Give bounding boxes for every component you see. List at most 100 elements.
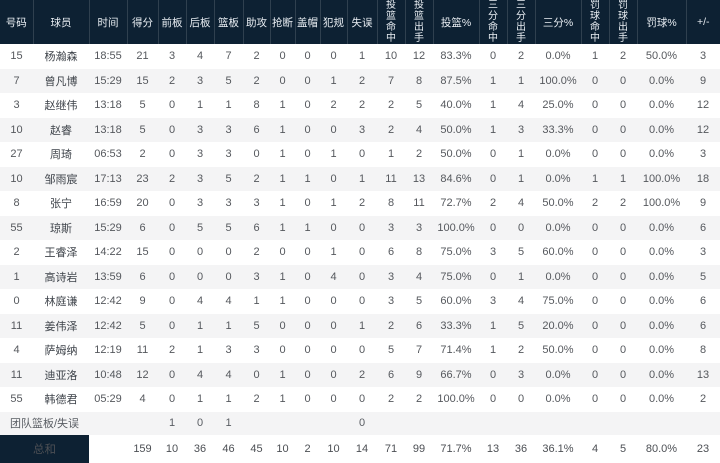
total-stat-cell-oreb: 10: [165, 442, 179, 455]
stat-cell-number: 2: [13, 246, 20, 259]
stat-cell-oreb: 2: [168, 74, 176, 87]
player-name-cell: 周琦: [50, 149, 72, 162]
stat-cell-tpp: 50.0%: [542, 197, 574, 210]
stat-cell-fta: 0: [619, 99, 627, 112]
stat-cell-time: 05:29: [94, 393, 122, 406]
stat-cell-tpa: 4: [517, 295, 525, 308]
stat-cell-tpp: 0.0%: [545, 368, 571, 381]
stat-cell-ftm: 0: [591, 99, 599, 112]
stat-cell-tpp: 0.0%: [545, 221, 571, 234]
team-stat-cell-to: 0: [358, 417, 366, 429]
stat-cell-blk: 1: [304, 221, 311, 234]
stat-cell-pm: 9: [699, 74, 707, 87]
stat-cell-tpm: 0: [489, 50, 497, 63]
stat-cell-fgm: 1: [387, 148, 395, 161]
stat-cell-oreb: 0: [168, 319, 176, 332]
stat-cell-to: 3: [358, 123, 366, 136]
stat-cell-oreb: 0: [168, 393, 176, 406]
col-header-fta: 罚球出手: [608, 0, 637, 44]
stat-cell-stl: 1: [279, 295, 286, 308]
player-name-cell: 曾凡博: [44, 75, 78, 88]
player-name-cell: 张宁: [50, 198, 72, 211]
stat-cell-to: 0: [358, 344, 366, 357]
stat-cell-time: 15:29: [94, 74, 122, 87]
stat-cell-dreb: 0: [196, 270, 204, 283]
col-header-pm: +/-: [685, 0, 720, 44]
player-row: 3 赵继伟 13:18 5 0 1 1 8 1 0 2 2 2 5 40.0% 1 4 25.0% 0 0 0.0% 12: [0, 93, 720, 118]
stat-cell-reb: 5: [225, 74, 232, 87]
stat-cell-to: 0: [358, 221, 366, 234]
stat-cell-stl: 1: [279, 123, 286, 136]
stat-cell-dreb: 3: [196, 74, 204, 87]
stat-cell-pf: 0: [330, 221, 337, 234]
col-header-label: 投篮出手: [414, 0, 424, 44]
stat-cell-ftm: 1: [591, 50, 599, 63]
stat-cell-points: 6: [139, 221, 146, 234]
total-stat-cell-tpp: 36.1%: [542, 442, 574, 455]
stat-cell-fta: 2: [619, 197, 627, 210]
stat-cell-number: 0: [13, 295, 20, 308]
stat-cell-fga: 13: [412, 172, 426, 185]
stat-cell-tpa: 0: [517, 221, 525, 234]
player-name-cell: 杨瀚森: [44, 51, 78, 64]
stat-cell-reb: 3: [225, 344, 232, 357]
stat-cell-fga: 4: [415, 270, 423, 283]
stat-cell-blk: 0: [304, 123, 311, 136]
col-header-label: 犯规: [323, 16, 344, 29]
stat-cell-fgm: 8: [387, 197, 395, 210]
stat-cell-oreb: 0: [168, 197, 176, 210]
stat-cell-ftm: 0: [591, 319, 599, 332]
stat-cell-fgp: 60.0%: [440, 295, 472, 308]
player-row: 0 林庭谦 12:42 9 0 4 4 1 1 0 0 0 3 5 60.0% 3 4 75.0% 0 0 0.0% 6: [0, 289, 720, 314]
stat-cell-fga: 7: [415, 344, 423, 357]
player-row: 4 萨姆纳 12:19 11 2 1 3 3 0 0 0 0 5 7 71.4% 1 2 50.0% 0 0 0.0% 8: [0, 338, 720, 363]
stat-cell-points: 5: [139, 319, 146, 332]
stat-cell-pm: 3: [699, 246, 707, 259]
col-header-pf: 犯规: [319, 0, 347, 44]
stat-cell-tpm: 1: [489, 74, 497, 87]
stat-cell-pf: 0: [330, 393, 337, 406]
stat-cell-to: 0: [358, 246, 366, 259]
stat-cell-tpm: 0: [489, 148, 497, 161]
stat-cell-fga: 8: [415, 74, 423, 87]
player-name-cell: 邹雨宸: [44, 173, 78, 186]
stat-cell-fgm: 7: [387, 74, 395, 87]
player-name-cell: 韩德君: [44, 394, 78, 407]
stat-cell-fga: 9: [415, 368, 423, 381]
stat-cell-number: 55: [10, 393, 23, 406]
stat-cell-to: 2: [358, 99, 366, 112]
col-header-label: 三分%: [542, 16, 574, 29]
total-stat-cell-pf: 10: [327, 442, 340, 455]
stat-cell-tpm: 1: [489, 344, 497, 357]
stat-cell-pm: 8: [699, 344, 707, 357]
stat-cell-ast: 2: [253, 393, 260, 406]
col-header-fga: 投篮出手: [404, 0, 433, 44]
stat-cell-time: 12:42: [94, 295, 122, 308]
stat-cell-pf: 2: [330, 99, 337, 112]
stat-cell-to: 2: [358, 197, 366, 210]
col-header-label: 号码: [5, 16, 27, 29]
stat-cell-ast: 3: [253, 197, 260, 210]
stat-cell-fgm: 2: [387, 99, 395, 112]
stat-cell-fgm: 11: [385, 172, 397, 185]
stat-cell-fgp: 100.0%: [437, 393, 475, 406]
stat-cell-reb: 3: [225, 197, 232, 210]
stat-cell-pm: 6: [699, 221, 707, 234]
totals-row-label: 总和: [0, 434, 89, 463]
col-header-oreb: 前板: [157, 0, 186, 44]
stat-cell-stl: 1: [279, 221, 286, 234]
team-stat-cell-ftp: [637, 412, 686, 435]
stat-cell-fgm: 10: [384, 50, 398, 63]
stat-cell-points: 5: [139, 123, 146, 136]
stat-cell-blk: 0: [304, 246, 311, 259]
stat-cell-blk: 0: [304, 319, 311, 332]
stat-cell-ftp: 0.0%: [648, 148, 675, 161]
stat-cell-reb: 1: [225, 393, 232, 406]
totals-row: 总和 159 10 36 46 45 10 2 10 14 71 99 71.7% 13 36 36.1% 4 5…: [0, 434, 720, 463]
stat-cell-ast: 3: [253, 270, 260, 283]
col-header-label: 盖帽: [297, 16, 318, 29]
stat-cell-number: 27: [10, 148, 23, 161]
stat-cell-to: 2: [358, 74, 366, 87]
stat-cell-pm: 6: [699, 319, 707, 332]
